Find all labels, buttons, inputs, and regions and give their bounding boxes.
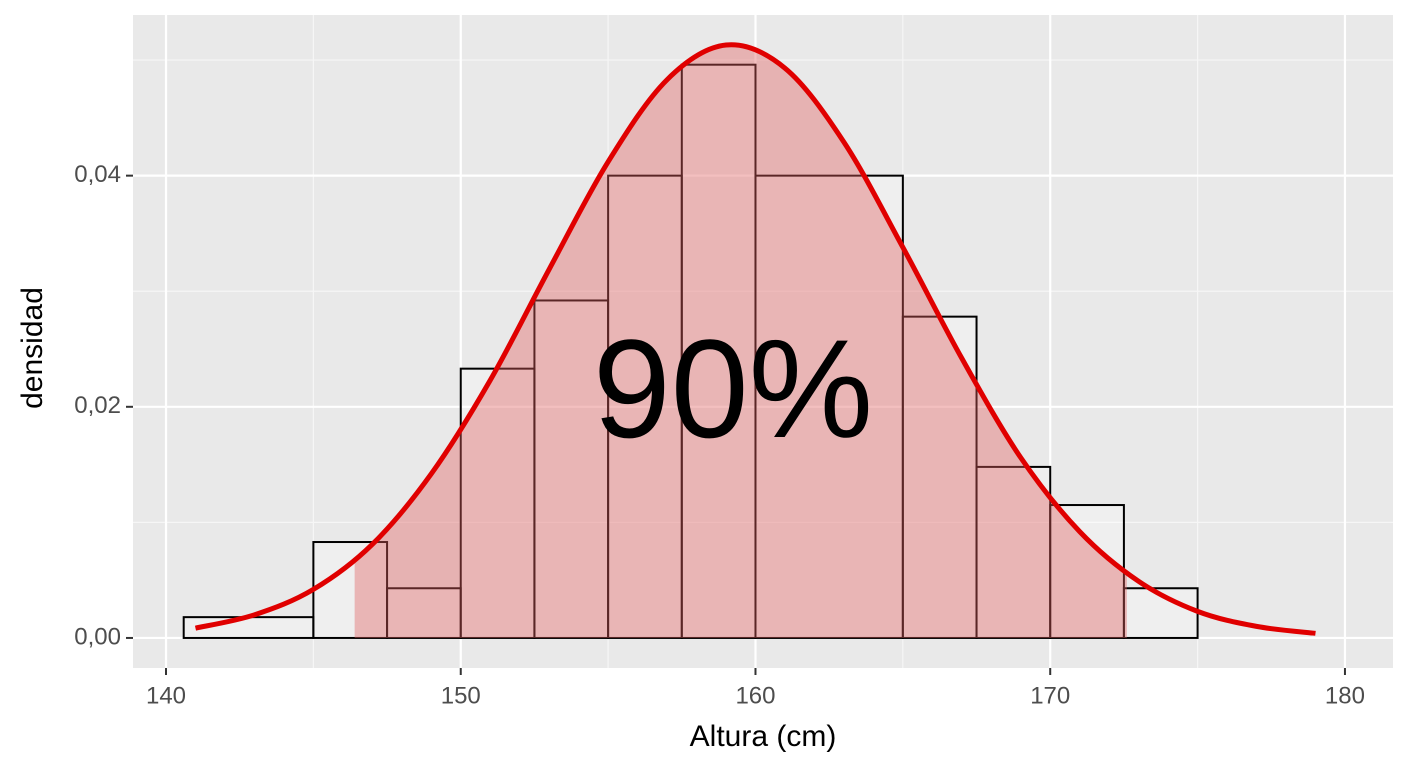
bar — [386, 587, 462, 639]
x-axis-title: Altura (cm) — [690, 720, 837, 753]
bar — [901, 315, 978, 639]
bar — [607, 174, 683, 639]
x-tick-label: 140 — [146, 682, 186, 709]
x-tick-label: 150 — [441, 682, 481, 709]
density-curve — [194, 42, 1316, 636]
bar — [533, 299, 610, 639]
bar — [680, 63, 757, 639]
x-tick-label: 170 — [1030, 682, 1070, 709]
x-tick-label: 180 — [1325, 682, 1365, 709]
panel — [133, 15, 1393, 668]
bar — [975, 465, 1052, 639]
shaded-area — [354, 44, 1127, 638]
y-tick-label: 0,04 — [74, 161, 121, 188]
bar — [754, 174, 904, 639]
y-tick-label: 0,02 — [74, 392, 121, 419]
y-tick-label: 0,00 — [74, 623, 121, 650]
x-tick-label: 160 — [735, 682, 775, 709]
y-axis-title: densidad — [16, 287, 49, 409]
bar — [1049, 504, 1125, 639]
annotation: 90% — [593, 310, 873, 467]
